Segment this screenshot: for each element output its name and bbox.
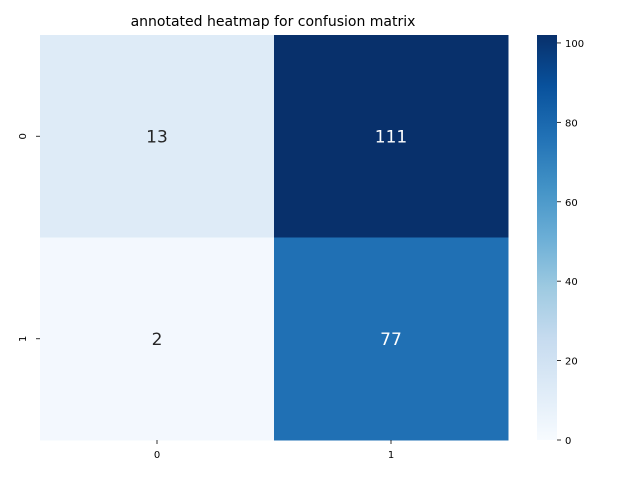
colorbar-tick-label-0: 0 (565, 436, 571, 447)
chart-title: annotated heatmap for confusion matrix (131, 14, 416, 30)
cell-annotation-1-1: 77 (380, 330, 402, 350)
heatmap-cells (40, 35, 509, 441)
x-tick-label-0: 0 (154, 450, 160, 461)
heatmap-annotations: 13 111 2 77 (146, 127, 407, 350)
y-axis-ticks: 01 (18, 133, 40, 342)
heatmap-cell-1-1 (274, 237, 509, 441)
heatmap-cell-0-1 (274, 35, 509, 238)
colorbar-tick-label-3: 60 (565, 198, 578, 209)
heatmap-cell-1-0 (40, 237, 275, 441)
colorbar-tick-label-5: 100 (565, 39, 584, 50)
y-tick-label-1: 1 (18, 336, 29, 342)
cell-annotation-0-0: 13 (146, 127, 168, 147)
y-tick-label-0: 0 (18, 133, 29, 139)
colorbar-tick-label-2: 40 (565, 277, 578, 288)
heatmap-cell-0-0 (40, 35, 275, 238)
colorbar-ticks: 0 20 40 60 80 100 (557, 39, 584, 447)
colorbar-tick-label-4: 80 (565, 118, 578, 129)
cell-annotation-0-1: 111 (375, 127, 407, 147)
colorbar-tick-label-1: 20 (565, 357, 578, 368)
cell-annotation-1-0: 2 (152, 330, 163, 350)
colorbar (537, 35, 557, 440)
x-tick-label-1: 1 (388, 450, 394, 461)
